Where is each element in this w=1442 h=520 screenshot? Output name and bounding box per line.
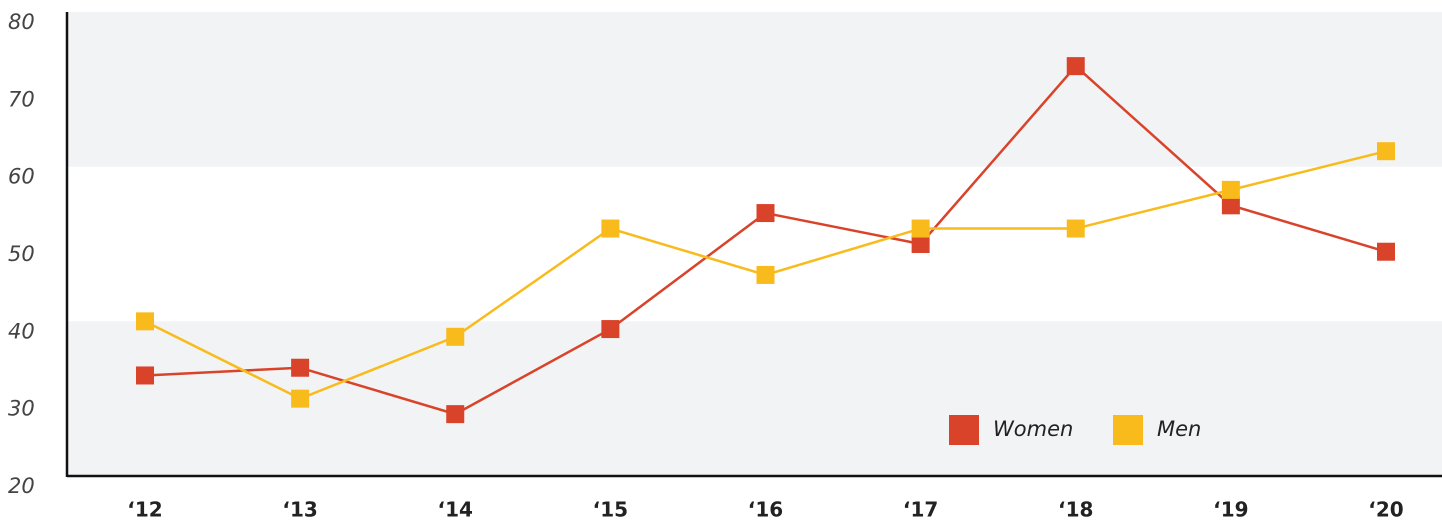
data-point — [291, 358, 310, 377]
y-tick-label: 50 — [8, 242, 35, 266]
data-point — [291, 389, 310, 408]
legend-swatch — [949, 415, 979, 445]
y-tick-label: 80 — [8, 10, 35, 34]
data-point — [1377, 242, 1395, 261]
y-tick-label: 40 — [8, 319, 35, 343]
data-point — [1221, 180, 1240, 199]
x-tick-label: ‘12 — [127, 498, 162, 520]
y-tick-label: 60 — [8, 165, 35, 189]
x-tick-label: ‘19 — [1213, 498, 1248, 520]
y-tick-label: 70 — [8, 87, 35, 111]
y-tick-label: 20 — [8, 474, 35, 498]
legend-label: Women — [993, 417, 1073, 441]
data-point — [446, 327, 465, 346]
data-point — [756, 204, 775, 223]
legend-label: Men — [1157, 417, 1201, 441]
data-point — [1066, 57, 1085, 76]
data-point — [136, 366, 154, 385]
data-point — [911, 235, 930, 253]
data-point — [601, 320, 620, 339]
x-tick-label: ‘16 — [748, 498, 783, 520]
grid-band — [67, 321, 1442, 476]
data-point — [136, 312, 154, 331]
data-point — [601, 219, 620, 238]
x-tick-label: ‘15 — [593, 498, 628, 520]
data-point — [756, 265, 775, 284]
x-tick-label: ‘18 — [1058, 498, 1093, 520]
data-point — [1377, 142, 1395, 161]
legend-swatch — [1113, 415, 1143, 445]
grid-band — [67, 12, 1442, 167]
data-point — [911, 219, 930, 238]
x-tick-label: ‘17 — [903, 498, 938, 520]
data-point — [1221, 196, 1240, 215]
data-point — [1066, 219, 1085, 238]
data-point — [446, 405, 465, 424]
x-tick-label: ‘14 — [438, 498, 473, 520]
y-tick-label: 30 — [8, 397, 35, 421]
x-tick-label: ‘20 — [1368, 498, 1403, 520]
x-tick-label: ‘13 — [282, 498, 317, 520]
